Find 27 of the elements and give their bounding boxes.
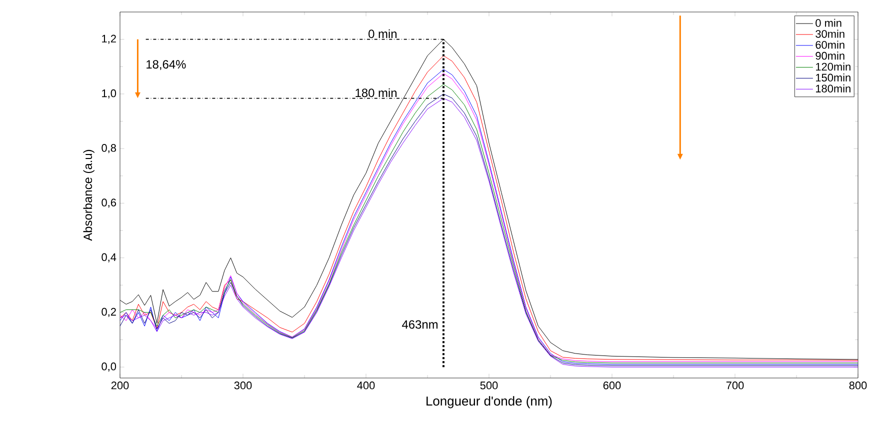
x-axis-title: Longueur d'onde (nm) xyxy=(426,396,552,408)
legend-label: 60min xyxy=(816,40,844,49)
x-tick-label: 800 xyxy=(849,382,867,390)
legend-label: 0 min xyxy=(816,18,842,27)
x-tick-label: 400 xyxy=(357,382,375,390)
x-tick-label: 500 xyxy=(480,382,498,390)
y-tick-label: 0,6 xyxy=(102,198,116,208)
legend-label: 90min xyxy=(816,52,844,60)
y-tick-label: 0,2 xyxy=(102,308,116,317)
y-tick-label: 1,2 xyxy=(102,34,116,44)
legend-label: 180min xyxy=(816,84,850,92)
y-tick-label: 0,0 xyxy=(102,362,116,372)
ref-line-label: 463nm xyxy=(402,320,438,329)
x-tick-label: 300 xyxy=(234,382,252,390)
ref-line-label: 0 min xyxy=(368,29,397,38)
legend-label: 120min xyxy=(816,62,850,71)
ref-line-label: 180 min xyxy=(356,88,397,98)
legend-label: 150min xyxy=(816,73,850,82)
y-tick-label: 1,0 xyxy=(102,89,116,98)
x-tick-label: 700 xyxy=(726,382,744,390)
annotation: 18,64% xyxy=(146,60,186,70)
y-tick-label: 0,4 xyxy=(102,253,116,262)
y-tick-label: 0,8 xyxy=(102,144,116,154)
x-tick-label: 600 xyxy=(603,382,621,390)
legend-label: 30min xyxy=(816,30,844,38)
y-axis-title: Absorbance (a.u) xyxy=(83,150,94,241)
x-tick-label: 200 xyxy=(111,382,129,390)
